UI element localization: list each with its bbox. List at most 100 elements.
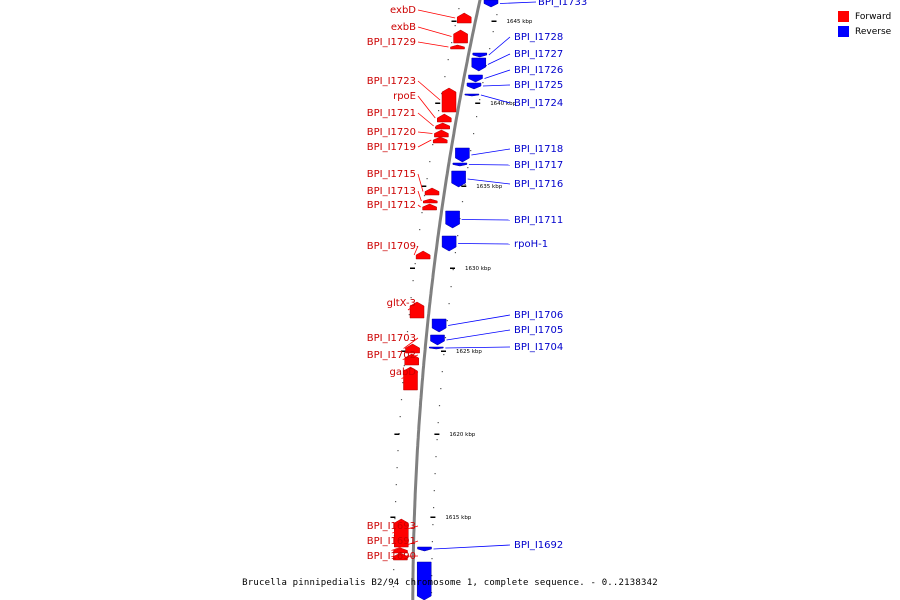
reverse-leader-line <box>471 148 511 156</box>
reverse-gene-bpi-i1728[interactable] <box>472 52 488 58</box>
forward-label-exbb[interactable]: exbB <box>391 22 416 33</box>
forward-gene-bpi-i1709[interactable] <box>415 250 431 260</box>
forward-label-exbd[interactable]: exbD <box>390 5 416 16</box>
reverse-gene-bpi-i1726[interactable] <box>468 74 483 83</box>
forward-label-bpi-i1720[interactable]: BPI_I1720 <box>367 127 416 138</box>
reverse-leader-line <box>480 94 511 104</box>
reverse-gene-rpoh-1[interactable] <box>441 235 457 252</box>
forward-label-bpi-i1719[interactable]: BPI_I1719 <box>367 142 416 153</box>
forward-gene-bpi-i1723[interactable] <box>441 87 457 113</box>
tick-mark <box>441 350 446 352</box>
forward-label-rpoe[interactable]: rpoE <box>393 91 416 102</box>
forward-leader-line <box>402 354 419 360</box>
reverse-label-bpi-i1718[interactable]: BPI_I1718 <box>514 144 563 155</box>
forward-label-bpi-i1702[interactable]: BPI_I1702 <box>367 350 416 361</box>
reverse-gene-bpi-i1724[interactable] <box>464 93 480 97</box>
forward-label-bpi-i1713[interactable]: BPI_I1713 <box>367 186 416 197</box>
reverse-label-bpi-i1705[interactable]: BPI_I1705 <box>514 325 563 336</box>
reverse-leader-line <box>458 243 511 245</box>
forward-gene-exbb[interactable] <box>453 29 468 44</box>
forward-dot <box>392 586 395 588</box>
reverse-label-bpi-i1733[interactable]: BPI_I1733 <box>538 0 587 8</box>
reverse-gene-bpi-i1727[interactable] <box>471 57 487 72</box>
reverse-label-bpi-i1728[interactable]: BPI_I1728 <box>514 32 563 43</box>
forward-gene-bpi-i1712[interactable] <box>422 203 437 211</box>
reverse-label-rpoh-1[interactable]: rpoH-1 <box>514 239 548 250</box>
forward-leader-line <box>403 337 419 349</box>
forward-dot <box>396 467 398 469</box>
reverse-gene-bpi-i1716[interactable] <box>451 170 466 188</box>
reverse-dot <box>448 303 450 305</box>
forward-label-gabd[interactable]: gabD <box>389 367 416 378</box>
reverse-label-bpi-i1711[interactable]: BPI_I1711 <box>514 215 563 226</box>
reverse-gene-bpi-i1733[interactable] <box>483 0 499 8</box>
forward-label-gltx-3[interactable]: gltX-3 <box>387 298 416 309</box>
reverse-label-bpi-i1716[interactable]: BPI_I1716 <box>514 179 563 190</box>
reverse-leader-line <box>448 314 511 326</box>
forward-label-bpi-i1693[interactable]: BPI_I1693 <box>367 521 416 532</box>
reverse-gene-unlabeled[interactable] <box>416 561 432 600</box>
reverse-gene-bpi-i1704[interactable] <box>429 346 444 350</box>
forward-dot <box>432 144 434 146</box>
forward-label-bpi-i1690[interactable]: BPI_I1690 <box>367 551 416 562</box>
forward-label-bpi-i1723[interactable]: BPI_I1723 <box>367 76 416 87</box>
reverse-label-bpi-i1706[interactable]: BPI_I1706 <box>514 310 563 321</box>
forward-gene-bpi-i1715[interactable] <box>424 187 440 196</box>
reverse-leader-line <box>488 36 511 56</box>
legend: Forward Reverse <box>838 9 891 39</box>
forward-gene-bpi-i1713[interactable] <box>423 198 438 204</box>
forward-gene-exbd[interactable] <box>456 12 472 24</box>
reverse-label-bpi-i1726[interactable]: BPI_I1726 <box>514 65 563 76</box>
reverse-dot <box>443 354 445 356</box>
reverse-gene-bpi-i1692[interactable] <box>417 546 432 552</box>
reverse-dot <box>489 48 491 50</box>
forward-gene-bpi-i1703[interactable] <box>405 343 420 354</box>
reverse-label-bpi-i1724[interactable]: BPI_I1724 <box>514 98 563 109</box>
reverse-label-bpi-i1725[interactable]: BPI_I1725 <box>514 80 563 91</box>
reverse-label-bpi-i1692[interactable]: BPI_I1692 <box>514 540 563 551</box>
reverse-gene-bpi-i1718[interactable] <box>455 147 470 163</box>
forward-gene-bpi-i1691[interactable] <box>393 547 408 554</box>
reverse-gene-bpi-i1717[interactable] <box>452 162 468 167</box>
forward-leader-line <box>392 525 419 534</box>
forward-gene-bpi-i1720[interactable] <box>434 129 449 138</box>
forward-gene-bpi-i1729[interactable] <box>450 44 465 50</box>
forward-label-bpi-i1721[interactable]: BPI_I1721 <box>367 108 416 119</box>
legend-label-reverse: Reverse <box>855 26 892 37</box>
reverse-label-bpi-i1717[interactable]: BPI_I1717 <box>514 160 563 171</box>
reverse-label-bpi-i1704[interactable]: BPI_I1704 <box>514 342 563 353</box>
reverse-gene-bpi-i1725[interactable] <box>466 82 482 90</box>
reverse-gene-bpi-i1711[interactable] <box>445 210 460 229</box>
forward-leader-line <box>417 190 422 202</box>
forward-leader-line <box>417 80 441 101</box>
forward-label-bpi-i1703[interactable]: BPI_I1703 <box>367 333 416 344</box>
tick-mark-left <box>451 20 457 22</box>
forward-label-bpi-i1709[interactable]: BPI_I1709 <box>367 241 416 252</box>
tick-mark <box>430 516 436 518</box>
tick-label: 1620 kbp <box>449 432 475 438</box>
forward-leader-line <box>417 112 434 127</box>
forward-gene-bpi-i1721[interactable] <box>435 122 450 130</box>
forward-leader-line <box>417 204 421 208</box>
forward-dot <box>447 59 449 61</box>
reverse-leader-line <box>487 53 511 65</box>
forward-gene-rpoe[interactable] <box>437 113 452 123</box>
forward-gene-gabd[interactable] <box>403 366 418 391</box>
reverse-leader-line <box>499 1 537 4</box>
forward-dot <box>438 110 440 112</box>
reverse-dot <box>438 405 441 407</box>
forward-label-bpi-i1729[interactable]: BPI_I1729 <box>367 37 416 48</box>
forward-dot <box>410 297 412 299</box>
reverse-label-bpi-i1727[interactable]: BPI_I1727 <box>514 49 563 60</box>
reverse-dot <box>440 388 442 390</box>
reverse-gene-bpi-i1705[interactable] <box>430 334 445 346</box>
legend-item-reverse: Reverse <box>838 24 891 39</box>
forward-gene-bpi-i1693[interactable] <box>394 518 409 548</box>
forward-label-bpi-i1691[interactable]: BPI_I1691 <box>367 536 416 547</box>
gene-labels: exbD exbB BPI_I1729 BPI_I1723 rpoE BPI_I1721 B… <box>367 0 588 562</box>
forward-gene-bpi-i1719[interactable] <box>432 136 448 144</box>
forward-label-bpi-i1712[interactable]: BPI_I1712 <box>367 200 416 211</box>
reverse-dot <box>444 337 447 339</box>
forward-label-bpi-i1715[interactable]: BPI_I1715 <box>367 169 416 180</box>
reverse-gene-bpi-i1706[interactable] <box>431 318 447 333</box>
